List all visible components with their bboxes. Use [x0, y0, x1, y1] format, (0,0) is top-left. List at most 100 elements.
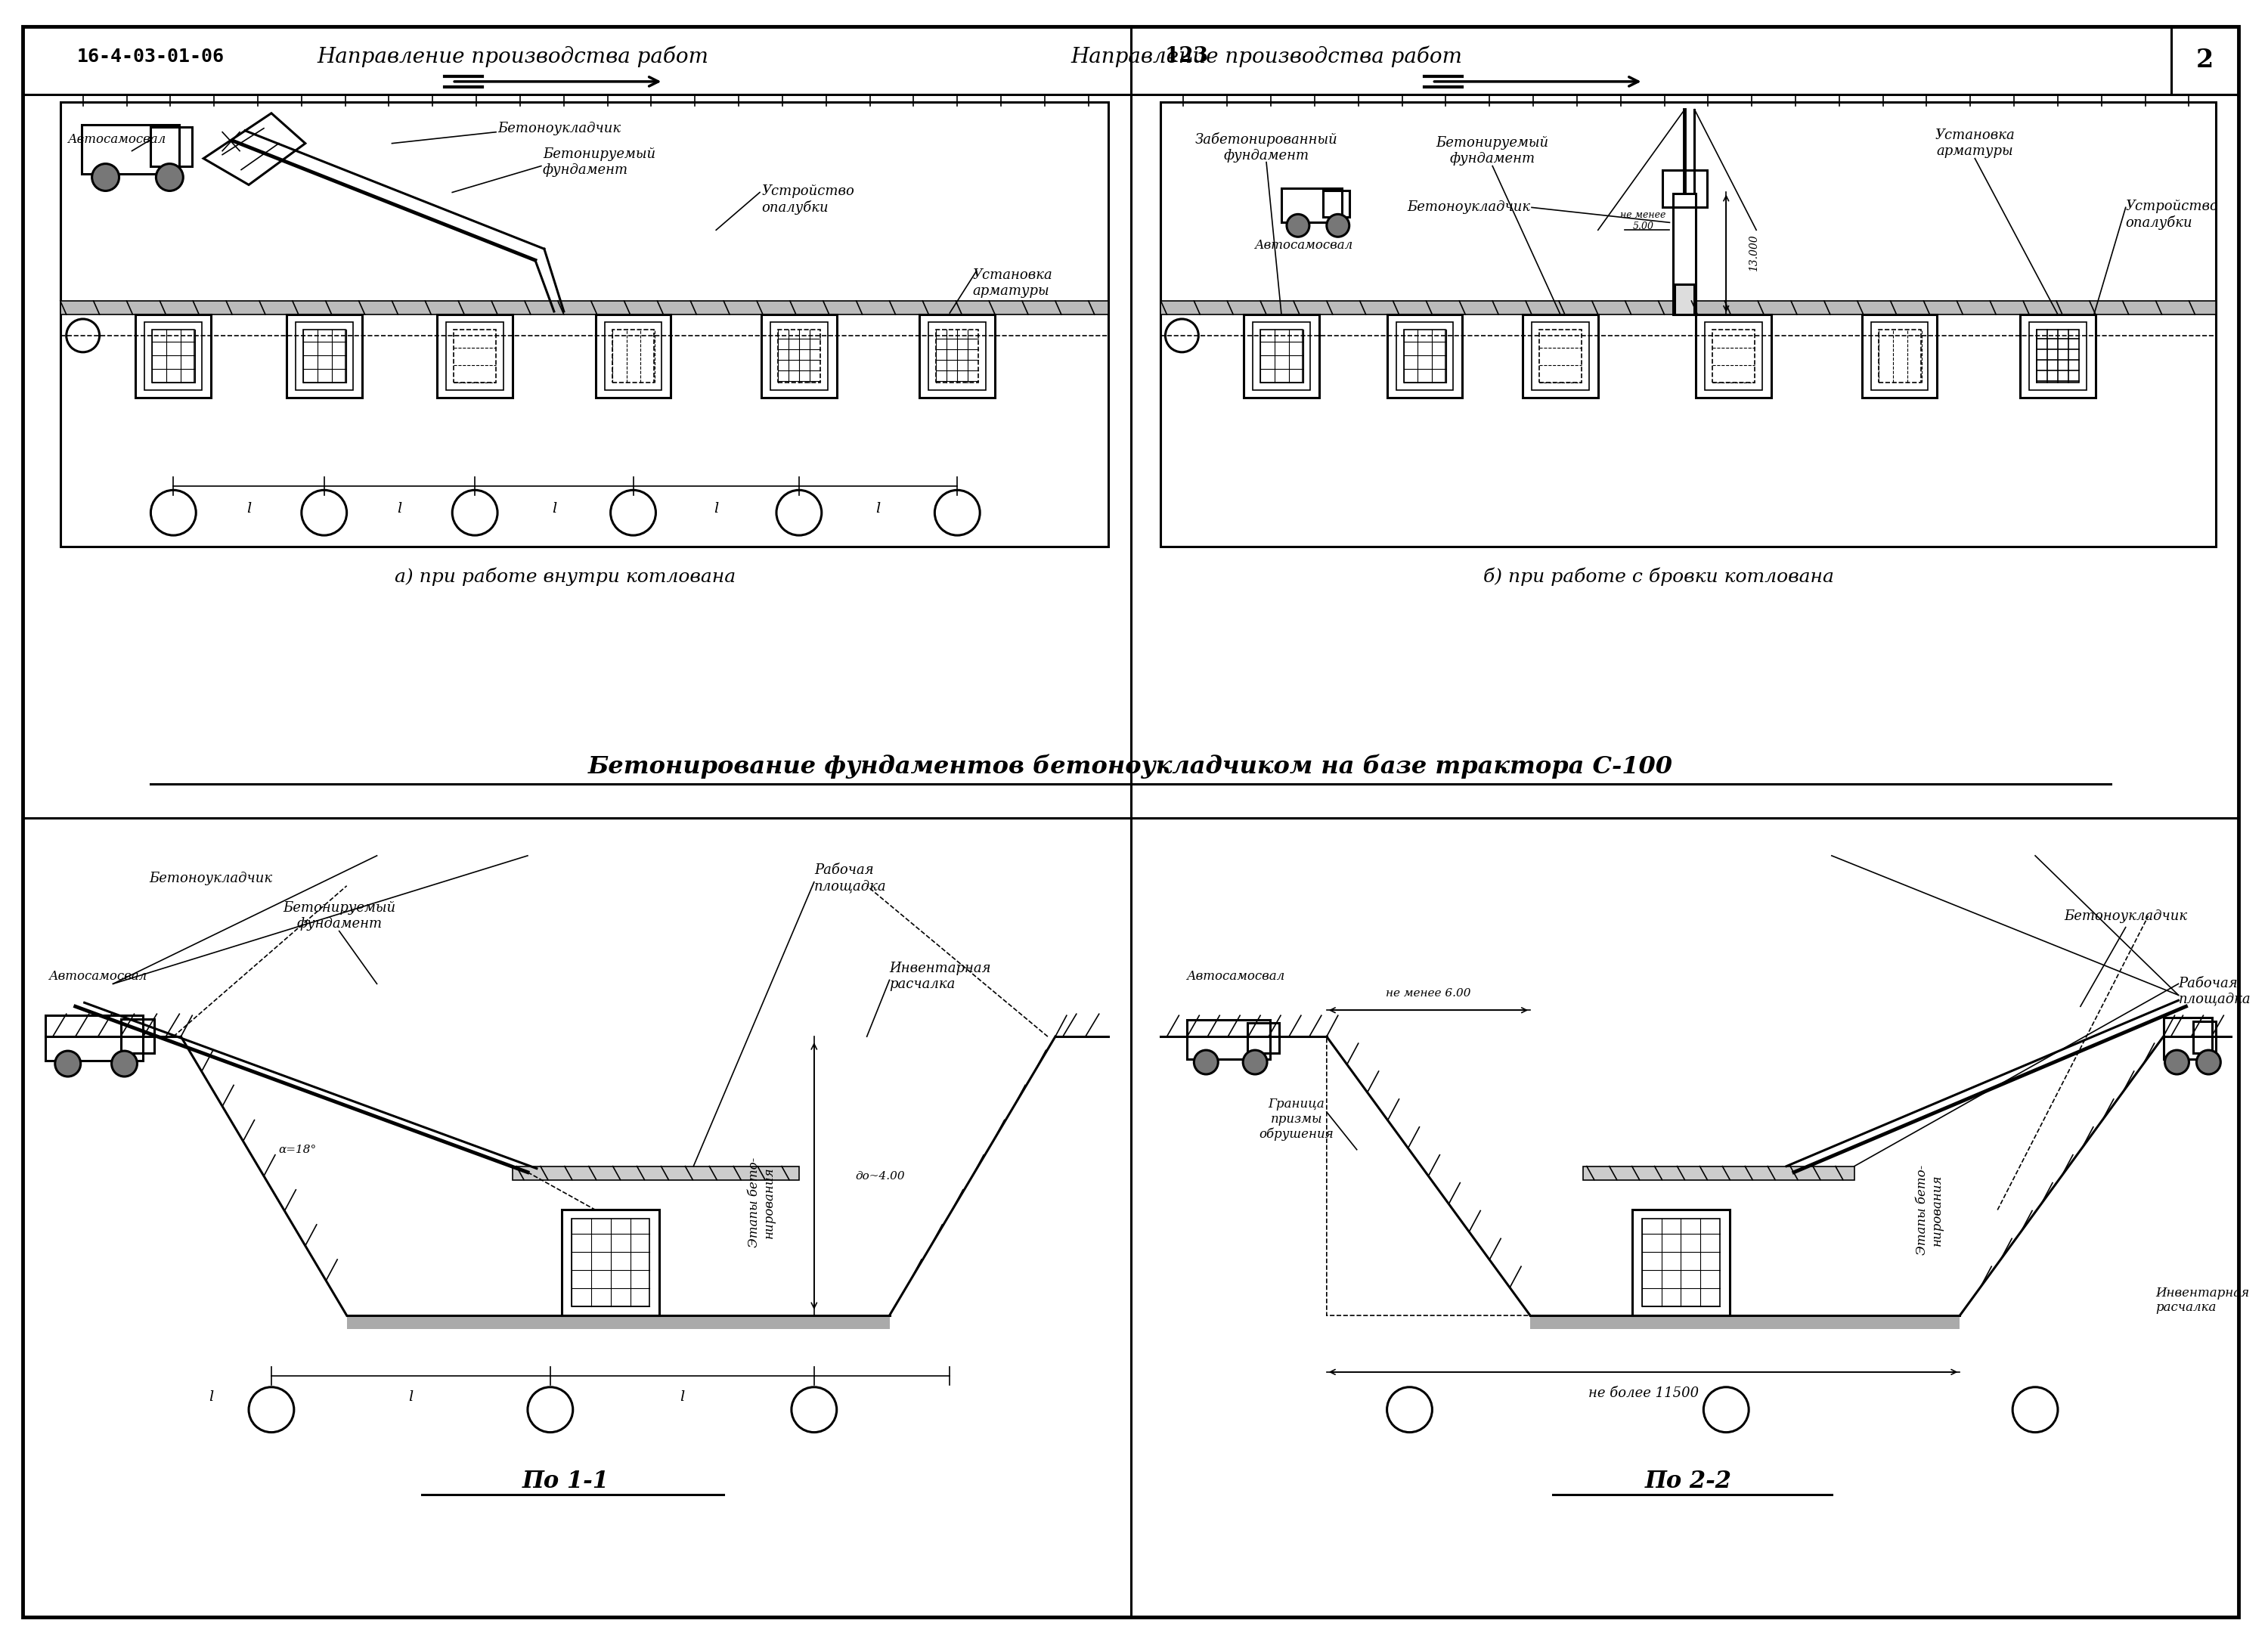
Text: 123: 123: [1163, 46, 1209, 67]
Text: Направление производства работ: Направление производства работ: [1070, 46, 1463, 67]
Bar: [937, 330, 978, 383]
Text: l: l: [397, 502, 401, 516]
Bar: [1696, 315, 1771, 397]
Circle shape: [111, 1051, 136, 1077]
Circle shape: [1243, 1051, 1268, 1074]
Bar: [2021, 315, 2096, 397]
Bar: [1322, 190, 1349, 217]
Text: Бетоноукладчик: Бетоноукладчик: [150, 872, 272, 885]
Bar: [454, 330, 497, 383]
Bar: [295, 322, 354, 389]
Bar: [136, 315, 211, 397]
Polygon shape: [1531, 1315, 1960, 1328]
Text: Забетонированный
фундамент: Забетонированный фундамент: [1195, 131, 1338, 163]
Text: 16-4-03-01-06: 16-4-03-01-06: [77, 48, 225, 66]
Bar: [1522, 315, 1599, 397]
Text: Установка
арматуры: Установка арматуры: [973, 268, 1052, 297]
Text: По 2-2: По 2-2: [1644, 1470, 1733, 1493]
Text: Бетоноукладчик: Бетоноукладчик: [2064, 910, 2186, 923]
Circle shape: [2195, 1051, 2220, 1074]
Bar: [2193, 1021, 2216, 1053]
Text: Автосамосвал: Автосамосвал: [68, 133, 166, 146]
Bar: [612, 330, 653, 383]
Text: Рабочая
площадка: Рабочая площадка: [814, 864, 887, 893]
Bar: [1252, 322, 1311, 389]
Text: Граница
призмы
обрушения: Граница призмы обрушения: [1259, 1098, 1334, 1141]
Bar: [447, 322, 503, 389]
Bar: [1161, 300, 2216, 315]
Text: не менее
5.00: не менее 5.00: [1619, 210, 1667, 232]
Circle shape: [1327, 213, 1349, 236]
Circle shape: [1193, 1051, 1218, 1074]
Bar: [1243, 315, 1320, 397]
Text: не менее 6.00: не менее 6.00: [1386, 988, 1472, 998]
Bar: [513, 1166, 798, 1181]
Bar: [1186, 1020, 1270, 1059]
Text: α=18°: α=18°: [279, 1144, 318, 1154]
Bar: [1712, 330, 1755, 383]
Bar: [1674, 284, 1694, 315]
Bar: [286, 315, 363, 397]
Bar: [61, 102, 1109, 547]
Bar: [1633, 1210, 1730, 1315]
Bar: [1862, 315, 1937, 397]
Bar: [145, 322, 202, 389]
Text: Бетонируемый
фундамент: Бетонируемый фундамент: [542, 148, 655, 177]
Text: Устройство
опалубки: Устройство опалубки: [762, 186, 855, 215]
Circle shape: [93, 164, 120, 190]
Text: l: l: [247, 502, 252, 516]
Text: Автосамосвал: Автосамосвал: [48, 970, 147, 982]
Text: Бетонирование фундаментов бетоноукладчиком на базе трактора С-100: Бетонирование фундаментов бетоноукладчик…: [587, 754, 1674, 778]
Text: l: l: [875, 502, 880, 516]
Bar: [596, 315, 671, 397]
Text: Автосамосвал: Автосамосвал: [1254, 238, 1354, 251]
Bar: [1388, 315, 1463, 397]
Bar: [304, 330, 345, 383]
Bar: [762, 315, 837, 397]
Bar: [919, 315, 996, 397]
Text: l: l: [714, 502, 719, 516]
Circle shape: [1286, 213, 1309, 236]
Bar: [61, 300, 1109, 315]
Bar: [778, 330, 821, 383]
Circle shape: [54, 1051, 82, 1077]
Bar: [1583, 1166, 1855, 1181]
Bar: [2170, 26, 2239, 94]
Text: до~4.00: до~4.00: [855, 1171, 905, 1181]
Text: Устройство
опалубки: Устройство опалубки: [2125, 200, 2218, 230]
Text: Бетоноукладчик: Бетоноукладчик: [1406, 200, 1531, 213]
Bar: [1397, 322, 1454, 389]
Text: Автосамосвал: Автосамосвал: [1186, 970, 1286, 982]
Bar: [1531, 322, 1590, 389]
Text: Направление производства работ: Направление производства работ: [318, 46, 708, 67]
Text: Этапы бето-
нирования: Этапы бето- нирования: [1916, 1164, 1944, 1254]
Text: l: l: [408, 1391, 413, 1404]
Bar: [1642, 1218, 1719, 1307]
Bar: [1540, 330, 1581, 383]
Bar: [1674, 194, 1696, 315]
Text: 2: 2: [2195, 48, 2214, 72]
Bar: [82, 125, 179, 174]
Bar: [1261, 330, 1302, 383]
Bar: [572, 1218, 649, 1307]
Bar: [771, 322, 828, 389]
Bar: [2030, 322, 2087, 389]
Text: Бетонируемый
фундамент: Бетонируемый фундамент: [1436, 136, 1549, 166]
Bar: [606, 322, 662, 389]
Text: l: l: [680, 1391, 685, 1404]
Bar: [1247, 1023, 1279, 1053]
Text: Рабочая
площадка: Рабочая площадка: [2177, 977, 2250, 1007]
Bar: [438, 315, 513, 397]
Bar: [152, 330, 195, 383]
Bar: [1878, 330, 1921, 383]
Bar: [120, 1020, 154, 1053]
Polygon shape: [347, 1315, 889, 1328]
Bar: [1662, 169, 1708, 207]
Text: Бетоноукладчик: Бетоноукладчик: [497, 122, 621, 135]
Bar: [1871, 322, 1928, 389]
Text: l: l: [209, 1391, 213, 1404]
Bar: [2037, 330, 2080, 383]
Circle shape: [2166, 1051, 2189, 1074]
Text: По 1-1: По 1-1: [522, 1470, 608, 1493]
Bar: [1161, 102, 2216, 547]
